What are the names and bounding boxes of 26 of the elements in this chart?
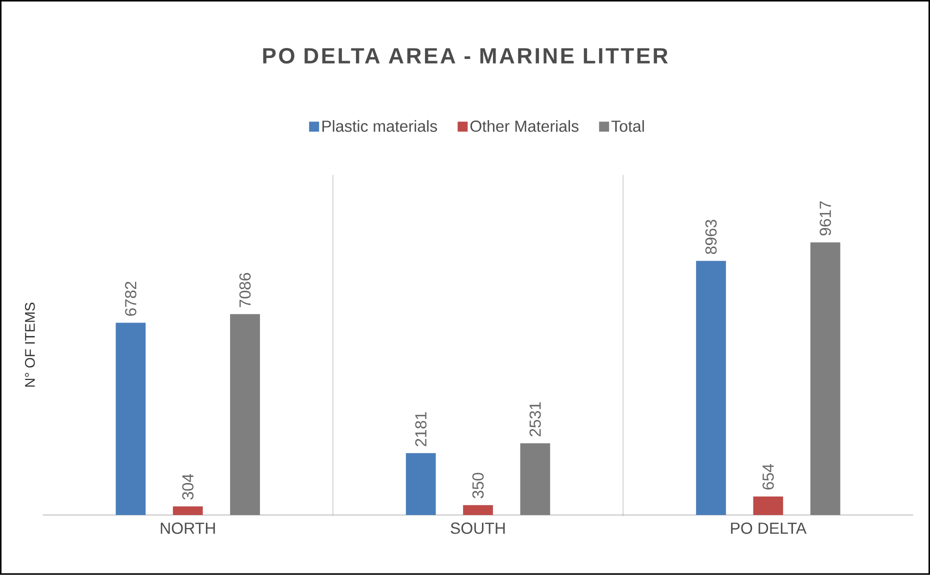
bar	[172, 506, 203, 516]
legend-label: Other Materials	[470, 120, 578, 132]
data-label: 6782	[125, 282, 136, 316]
data-label: 2181	[415, 412, 427, 446]
bar	[810, 242, 840, 516]
bar	[520, 443, 550, 516]
data-label: 9617	[820, 201, 831, 236]
bar	[406, 453, 436, 516]
data-label: 304	[182, 474, 194, 500]
data-label: 654	[762, 464, 774, 490]
x-tick-label: NORTH	[160, 522, 215, 534]
y-axis-title: N° OF ITEMS	[24, 302, 35, 387]
bar	[463, 505, 493, 516]
chart-title: PO DELTA AREA - MARINE LITTER	[263, 48, 668, 64]
x-tick-label: PO DELTA	[731, 522, 807, 534]
legend-label: Plastic materials	[322, 120, 438, 132]
data-label: 350	[472, 472, 484, 498]
x-tick-label: SOUTH	[450, 522, 505, 534]
bar	[116, 322, 146, 516]
bar	[230, 314, 260, 516]
data-label: 8963	[705, 220, 717, 254]
bar	[696, 261, 726, 516]
legend-label: Total	[611, 120, 644, 132]
bar	[753, 496, 784, 516]
data-label: 7086	[239, 273, 251, 308]
data-label: 2531	[530, 402, 541, 436]
